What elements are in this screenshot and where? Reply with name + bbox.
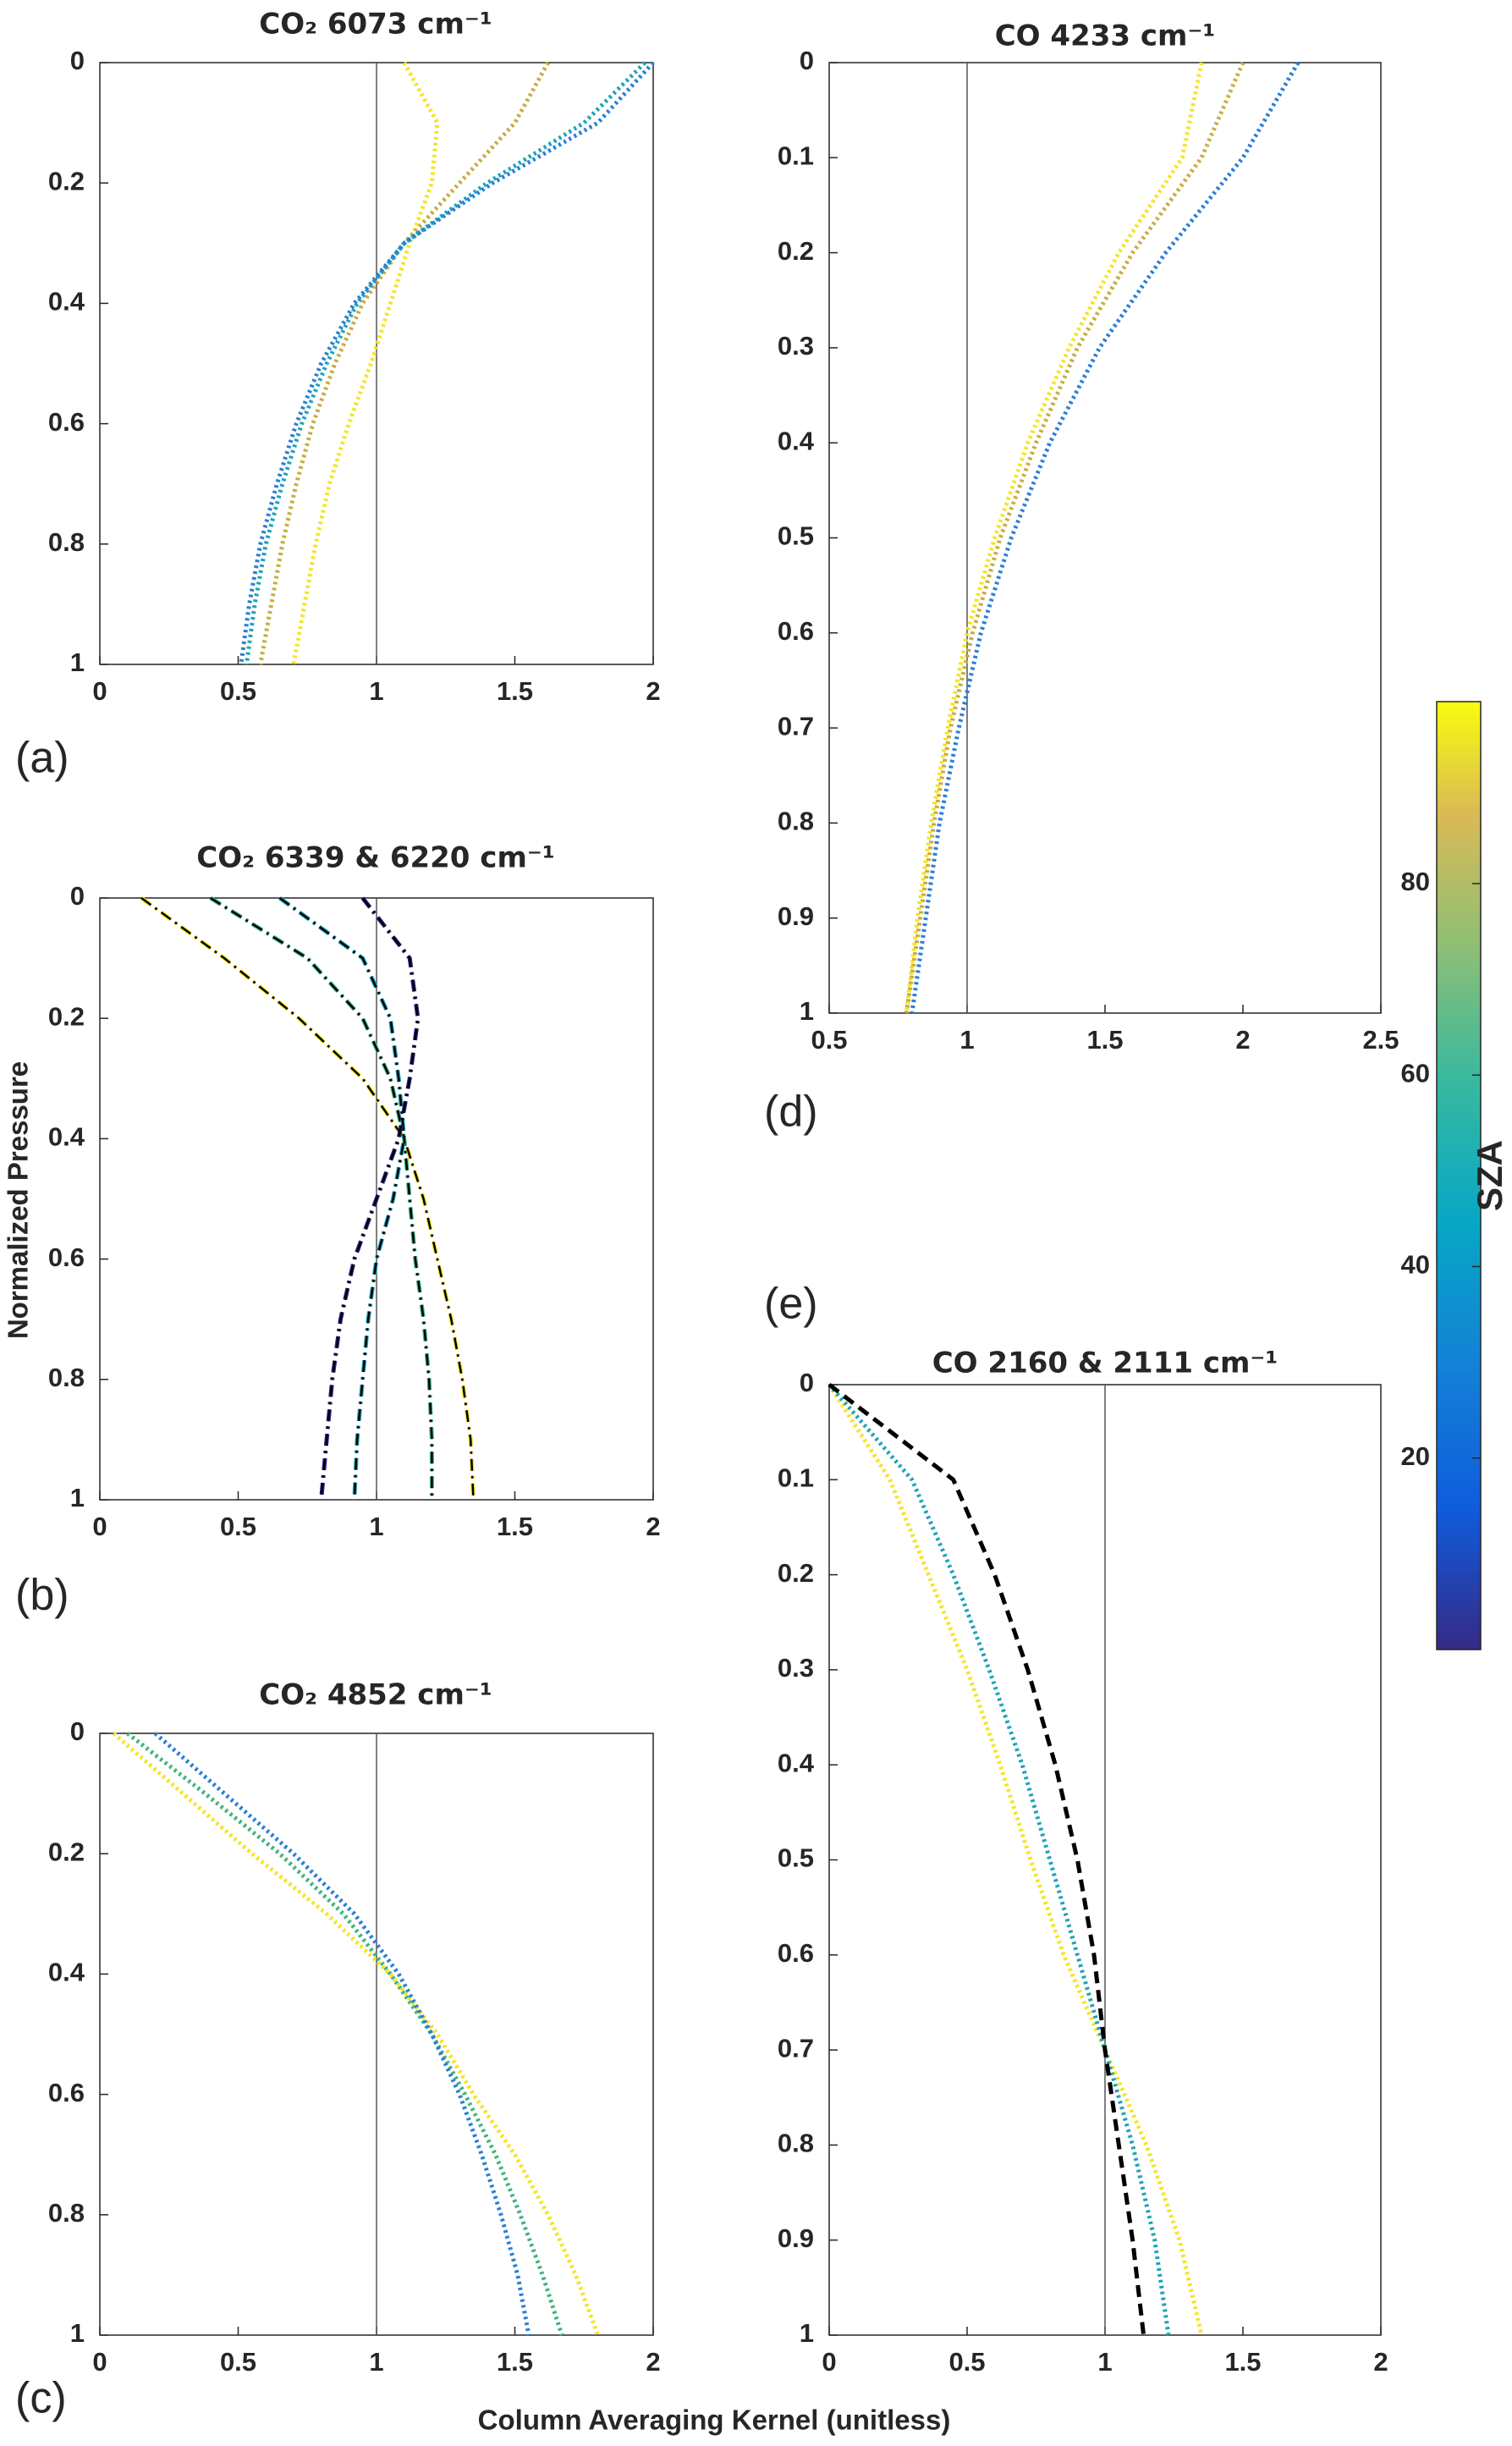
y-tick-label: 0.4: [778, 426, 815, 455]
y-tick-label: 0.2: [778, 1558, 814, 1588]
panel-label: (a): [15, 734, 69, 783]
x-tick-label: 1.5: [1224, 2347, 1261, 2377]
x-tick-label: 0: [92, 676, 107, 706]
y-tick-label: 0.8: [778, 807, 814, 836]
y-tick-label: 0.4: [48, 287, 85, 317]
series-overlay: [278, 896, 405, 1501]
x-tick-label: 1.5: [497, 1512, 533, 1541]
y-tick-label: 0.1: [778, 140, 814, 170]
chart-title: CO₂ 6073 cm⁻¹: [259, 8, 492, 41]
chart-title: CO 4233 cm⁻¹: [995, 19, 1216, 53]
colorbar-tick-label: 60: [1401, 1058, 1430, 1088]
y-tick-label: 1: [800, 996, 814, 1026]
y-tick-label: 0.6: [48, 407, 85, 437]
x-tick-label: 1.5: [497, 2347, 533, 2377]
x-tick-label: 1: [369, 2347, 383, 2377]
x-tick-label: 0: [92, 2347, 107, 2377]
chart-title: CO₂ 6339 & 6220 cm⁻¹: [196, 841, 554, 875]
y-tick-label: 0: [70, 881, 85, 911]
colorbar-tick-label: 80: [1401, 867, 1430, 896]
chart-title: CO₂ 4852 cm⁻¹: [259, 1678, 492, 1712]
x-tick-label: 2: [1235, 1025, 1250, 1055]
series-overlay: [140, 896, 475, 1501]
y-tick-label: 0.6: [778, 1938, 814, 1968]
y-tick-label: 0: [70, 46, 85, 75]
series-overlay: [320, 897, 420, 1501]
x-tick-label: 1: [959, 1025, 974, 1055]
x-tick-label: 1: [1097, 2347, 1112, 2377]
y-tick-label: 1: [70, 2318, 85, 2348]
y-tick-label: 0.4: [48, 1958, 85, 1987]
y-tick-label: 0: [70, 1716, 85, 1746]
series-line: [239, 61, 655, 665]
x-tick-label: 0.5: [220, 2347, 256, 2377]
x-tick-label: 2: [646, 1512, 660, 1541]
panel-label: (d): [764, 1088, 818, 1137]
x-tick-label: 0.5: [220, 1512, 256, 1541]
x-axis-label: Column Averaging Kernel (unitless): [478, 2405, 951, 2436]
x-tick-label: 1: [369, 1512, 383, 1541]
y-tick-label: 0.3: [778, 1653, 814, 1683]
y-tick-label: 1: [70, 647, 85, 677]
y-tick-label: 0.4: [778, 1748, 815, 1777]
x-tick-label: 1: [369, 676, 383, 706]
x-tick-label: 2: [1373, 2347, 1388, 2377]
series-line: [904, 62, 1204, 1014]
panel-label: (c): [15, 2374, 67, 2423]
x-tick-label: 2: [646, 2347, 660, 2377]
y-tick-label: 0.3: [778, 331, 814, 361]
panel-label: (e): [764, 1280, 818, 1329]
x-tick-label: 2.5: [1362, 1025, 1399, 1055]
chart-title: CO 2160 & 2111 cm⁻¹: [932, 1347, 1278, 1380]
y-tick-label: 0.2: [48, 1837, 85, 1866]
y-tick-label: 0: [800, 1368, 814, 1397]
y-tick-label: 0.8: [48, 527, 85, 557]
y-tick-label: 0.6: [778, 616, 814, 646]
y-tick-label: 0.2: [48, 1001, 85, 1031]
y-tick-label: 1: [70, 1483, 85, 1512]
y-axis-label: Normalized Pressure: [3, 1061, 34, 1339]
series-line: [827, 1383, 1146, 2336]
y-tick-label: 0.7: [778, 711, 814, 741]
series-line: [910, 61, 1300, 1014]
x-tick-label: 0.5: [811, 1025, 847, 1055]
x-tick-label: 0: [92, 1512, 107, 1541]
colorbar-tick-label: 40: [1401, 1250, 1430, 1280]
x-tick-label: 0.5: [948, 2347, 985, 2377]
series-line: [126, 1732, 564, 2336]
colorbar-label: SZA: [1470, 1140, 1509, 1211]
colorbar-tick-label: 20: [1401, 1441, 1430, 1471]
y-tick-label: 0.8: [778, 2129, 814, 2158]
y-tick-label: 1: [800, 2318, 814, 2348]
x-tick-label: 1.5: [1086, 1025, 1123, 1055]
y-tick-label: 0.2: [778, 236, 814, 266]
y-tick-label: 0.2: [48, 166, 85, 196]
y-tick-label: 0: [800, 46, 814, 75]
series-line: [244, 61, 646, 665]
y-tick-label: 0.8: [48, 1363, 85, 1392]
x-tick-label: 0: [822, 2347, 836, 2377]
y-tick-label: 0.6: [48, 1242, 85, 1272]
y-tick-label: 0.7: [778, 2033, 814, 2063]
y-tick-label: 0.4: [48, 1122, 85, 1152]
y-tick-label: 0.1: [778, 1463, 814, 1492]
series-line: [904, 62, 1245, 1014]
x-tick-label: 2: [646, 676, 660, 706]
y-tick-label: 0.9: [778, 901, 814, 931]
series-line: [827, 1383, 1171, 2336]
y-tick-label: 0.5: [778, 1843, 814, 1873]
series-line: [112, 1732, 600, 2336]
plot-area: [828, 62, 1382, 1014]
y-tick-label: 0.8: [48, 2198, 85, 2228]
series-line: [827, 1383, 1204, 2336]
series-line: [291, 61, 440, 665]
panel-label: (b): [15, 1571, 69, 1620]
colorbar: [1436, 701, 1482, 1650]
y-tick-label: 0.9: [778, 2223, 814, 2253]
y-tick-label: 0.5: [778, 521, 814, 551]
y-tick-label: 0.6: [48, 2078, 85, 2107]
x-tick-label: 0.5: [220, 676, 256, 706]
x-tick-label: 1.5: [497, 676, 533, 706]
